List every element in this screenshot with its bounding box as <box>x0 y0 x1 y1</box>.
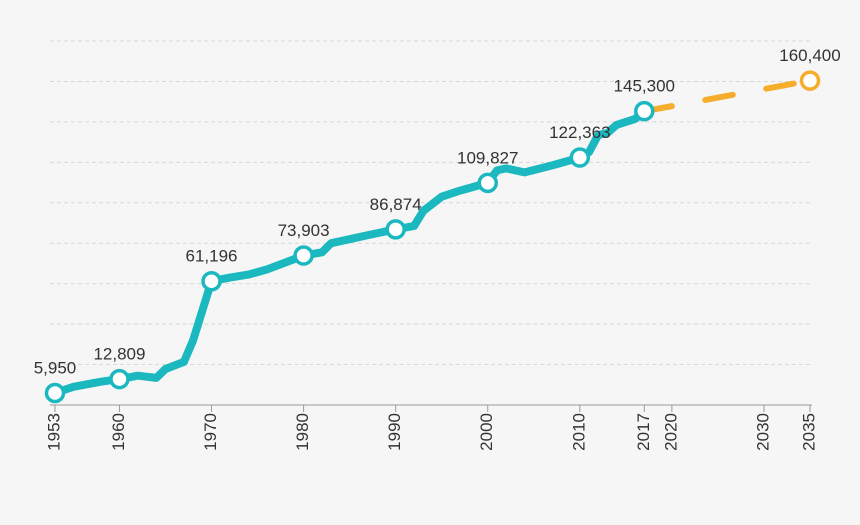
x-tick-label: 2030 <box>753 413 772 451</box>
x-tick-label: 2020 <box>661 413 680 451</box>
point-marker <box>634 100 655 122</box>
x-tick-label: 2035 <box>799 413 818 451</box>
point-marker <box>201 270 222 292</box>
data-label: 61,196 <box>186 247 238 266</box>
data-label: 73,903 <box>278 221 330 240</box>
x-tick-label: 1970 <box>201 413 220 451</box>
x-tick-label: 2017 <box>634 413 653 451</box>
point-marker <box>44 382 66 404</box>
x-tick-label: 2000 <box>477 413 496 451</box>
series-line <box>641 77 813 115</box>
x-tick-label: 1990 <box>385 413 404 451</box>
data-label: 160,400 <box>779 46 840 65</box>
point-marker <box>477 172 498 194</box>
x-tick-label: 1960 <box>109 413 128 451</box>
x-tick-label: 2010 <box>569 413 588 451</box>
data-label: 122,363 <box>549 123 610 142</box>
point-marker <box>799 70 821 91</box>
point-marker <box>109 368 130 390</box>
point-marker <box>293 245 314 266</box>
data-label: 145,300 <box>614 77 675 96</box>
x-tick-label: 1980 <box>293 413 312 451</box>
data-label: 86,874 <box>370 195 422 214</box>
data-label: 109,827 <box>457 148 518 167</box>
point-marker <box>385 219 406 240</box>
point-marker <box>569 147 591 168</box>
x-tick-label: 1953 <box>44 413 63 451</box>
data-label: 5,950 <box>34 358 77 377</box>
data-label: 12,809 <box>93 345 145 364</box>
